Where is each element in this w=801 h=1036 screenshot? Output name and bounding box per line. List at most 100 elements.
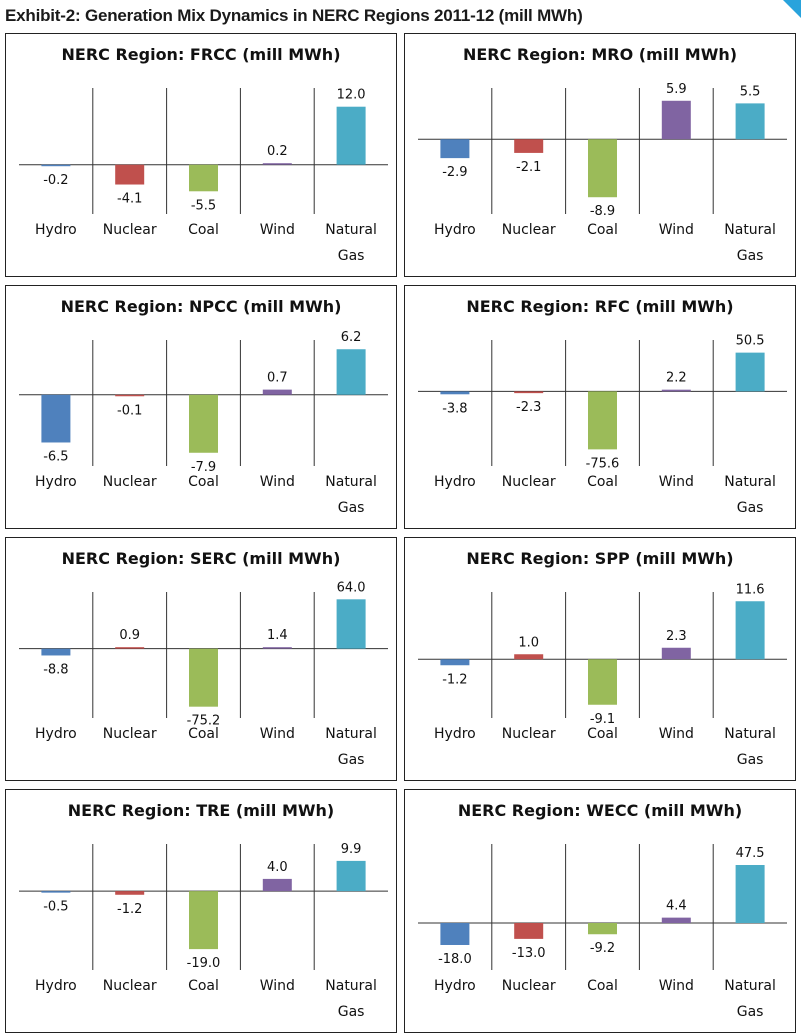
- bar-nuclear: [115, 394, 145, 397]
- data-label-nuclear: -1.2: [117, 902, 142, 917]
- data-label-coal: -9.1: [590, 712, 615, 727]
- bar-nuclear: [514, 391, 544, 394]
- bar-wind: [262, 163, 292, 165]
- bar-coal: [588, 659, 617, 705]
- data-label-wind: 0.2: [267, 144, 288, 159]
- chart-svg-tre: NERC Region: TRE (mill MWh) -0.5 Hydro -1.2…: [19, 801, 388, 1020]
- data-label-wind: 2.3: [666, 629, 687, 644]
- chart-svg-mro: NERC Region: MRO (mill MWh) -2.9 Hydro -2.1…: [418, 45, 787, 264]
- category-label-coal: Coal: [587, 978, 618, 994]
- bar-natural-gas: [735, 103, 765, 140]
- bar-hydro: [440, 659, 470, 666]
- bar-nuclear: [115, 647, 145, 649]
- bar-wind: [262, 647, 292, 649]
- category-label-hydro: Hydro: [434, 726, 476, 742]
- category-label-wind: Wind: [260, 726, 295, 742]
- corner-triangle-icon: [783, 0, 801, 18]
- bar-coal: [189, 164, 218, 192]
- category-label-nuclear: Nuclear: [103, 726, 157, 742]
- data-label-natural-gas: 6.2: [341, 330, 362, 345]
- data-label-natural-gas: 11.6: [736, 582, 765, 597]
- bar-coal: [588, 139, 617, 198]
- data-label-nuclear: -13.0: [512, 946, 546, 961]
- bar-coal: [189, 891, 218, 950]
- category-label-hydro: Hydro: [434, 978, 476, 994]
- data-label-nuclear: 0.9: [119, 628, 140, 643]
- category-label-nuclear: Nuclear: [502, 978, 556, 994]
- category-label-natural-gas: Natural: [325, 978, 377, 994]
- data-label-coal: -8.9: [590, 204, 615, 219]
- data-label-natural-gas: 5.5: [740, 84, 761, 99]
- bar-hydro: [440, 139, 470, 159]
- bar-natural-gas: [336, 106, 366, 165]
- bar-hydro: [440, 923, 470, 945]
- data-label-wind: 4.0: [267, 860, 288, 875]
- chart-panel-spp: NERC Region: SPP (mill MWh) -1.2 Hydro 1.0 N…: [404, 537, 796, 781]
- bar-nuclear: [115, 164, 145, 185]
- data-label-nuclear: -4.1: [117, 192, 142, 207]
- chart-panel-npcc: NERC Region: NPCC (mill MWh) -6.5 Hydro -0.…: [5, 285, 397, 529]
- chart-svg-npcc: NERC Region: NPCC (mill MWh) -6.5 Hydro -0.…: [19, 297, 388, 516]
- data-label-nuclear: -0.1: [117, 403, 142, 418]
- chart-panel-serc: NERC Region: SERC (mill MWh) -8.8 Hydro 0.9…: [5, 537, 397, 781]
- data-label-natural-gas: 64.0: [337, 580, 366, 595]
- data-label-wind: 1.4: [267, 628, 288, 643]
- category-label-natural-gas: Natural: [724, 474, 776, 490]
- bar-coal: [189, 648, 218, 707]
- bar-nuclear: [514, 139, 544, 153]
- bar-natural-gas: [735, 352, 765, 392]
- data-label-nuclear: 1.0: [518, 635, 539, 650]
- chart-panel-mro: NERC Region: MRO (mill MWh) -2.9 Hydro -2.1…: [404, 33, 796, 277]
- chart-title: NERC Region: FRCC (mill MWh): [62, 45, 341, 64]
- category-label-natural-gas: Gas: [737, 752, 764, 768]
- category-label-natural-gas: Gas: [338, 1004, 365, 1020]
- category-label-nuclear: Nuclear: [502, 222, 556, 238]
- data-label-natural-gas: 50.5: [736, 334, 765, 349]
- bar-natural-gas: [336, 349, 366, 395]
- category-label-wind: Wind: [260, 474, 295, 490]
- category-label-hydro: Hydro: [434, 222, 476, 238]
- bar-hydro: [41, 394, 71, 443]
- category-label-wind: Wind: [659, 222, 694, 238]
- data-label-hydro: -1.2: [442, 672, 467, 687]
- category-label-wind: Wind: [659, 978, 694, 994]
- chart-svg-frcc: NERC Region: FRCC (mill MWh) -0.2 Hydro -4.…: [19, 45, 388, 264]
- bar-wind: [262, 389, 292, 395]
- category-label-coal: Coal: [587, 222, 618, 238]
- data-label-hydro: -0.2: [43, 173, 68, 188]
- chart-title: NERC Region: SPP (mill MWh): [466, 549, 733, 568]
- bar-wind: [262, 878, 292, 892]
- data-label-nuclear: -2.1: [516, 160, 541, 175]
- bar-hydro: [440, 391, 470, 395]
- chart-svg-spp: NERC Region: SPP (mill MWh) -1.2 Hydro 1.0 N…: [418, 549, 787, 768]
- data-label-hydro: -3.8: [442, 401, 467, 416]
- chart-panel-tre: NERC Region: TRE (mill MWh) -0.5 Hydro -1.2…: [5, 789, 397, 1033]
- data-label-hydro: -6.5: [43, 449, 68, 464]
- chart-panel-frcc: NERC Region: FRCC (mill MWh) -0.2 Hydro -4.…: [5, 33, 397, 277]
- bar-hydro: [41, 648, 71, 656]
- data-label-hydro: -8.8: [43, 662, 68, 677]
- category-label-nuclear: Nuclear: [502, 474, 556, 490]
- chart-panel-wecc: NERC Region: WECC (mill MWh) -18.0 Hydro -1…: [404, 789, 796, 1033]
- data-label-natural-gas: 47.5: [736, 846, 765, 861]
- data-label-coal: -7.9: [191, 460, 216, 475]
- category-label-wind: Wind: [260, 978, 295, 994]
- bar-coal: [588, 391, 617, 450]
- category-label-nuclear: Nuclear: [103, 978, 157, 994]
- bar-wind: [661, 647, 691, 660]
- chart-title: NERC Region: MRO (mill MWh): [463, 45, 737, 64]
- bar-hydro: [41, 891, 71, 893]
- bar-wind: [661, 389, 691, 392]
- page-title: Exhibit-2: Generation Mix Dynamics in NE…: [5, 6, 583, 25]
- data-label-wind: 2.2: [666, 371, 687, 386]
- data-label-coal: -75.6: [586, 456, 620, 471]
- bar-nuclear: [514, 654, 544, 660]
- category-label-natural-gas: Gas: [737, 1004, 764, 1020]
- category-label-hydro: Hydro: [434, 474, 476, 490]
- data-label-hydro: -2.9: [442, 165, 467, 180]
- bar-hydro: [41, 164, 71, 167]
- bar-coal: [189, 394, 218, 453]
- category-label-hydro: Hydro: [35, 726, 77, 742]
- category-label-wind: Wind: [260, 222, 295, 238]
- category-label-coal: Coal: [188, 726, 219, 742]
